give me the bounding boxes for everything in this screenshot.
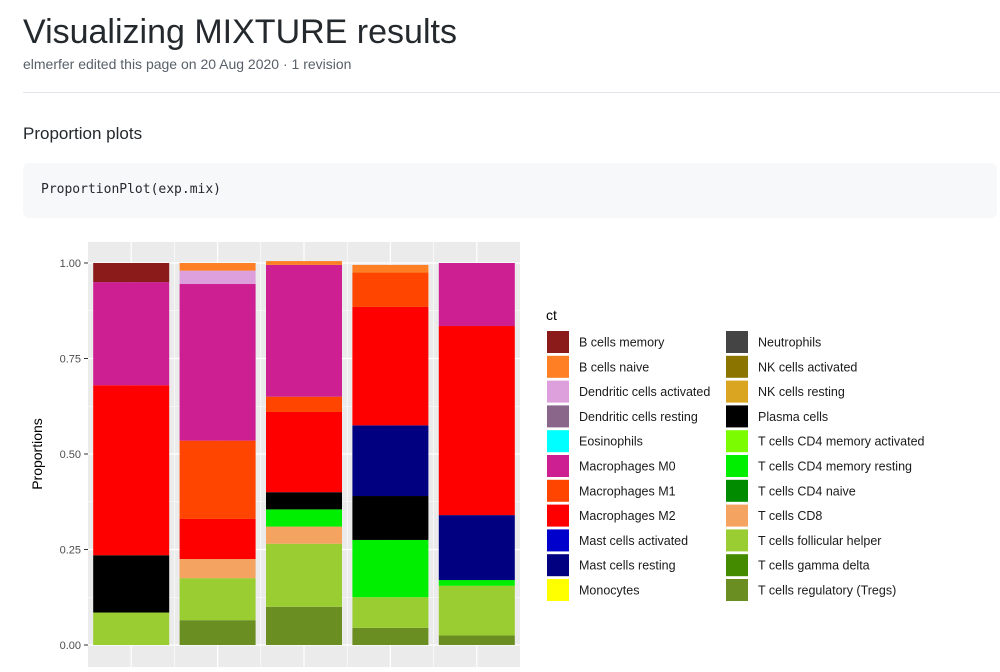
legend-label: B cells memory [579,336,665,350]
section-heading: Proportion plots [23,124,143,143]
legend-label: Neutrophils [758,336,821,350]
bar-segment [352,272,429,307]
proportion-plot-figure: 0.00 0.25 0.50 0.75 1.00 Proportions ct B cel… [0,225,1000,672]
bar-segment [266,543,342,607]
bar-segment [266,492,342,510]
code-block: ProportionPlot(exp.mix) [23,163,997,218]
legend-key [547,504,569,527]
bar-segment [266,509,342,527]
bar-segment [179,440,256,519]
legend-label: Mast cells resting [579,559,676,573]
y-axis: 0.00 0.25 0.50 0.75 1.00 [60,258,88,652]
y-axis-label: Proportions [29,418,45,490]
bar-segment [93,555,170,613]
bar-segment [438,580,515,586]
bar-segment [179,270,256,285]
legend: ct B cells memory B cells naive Dendritic c… [546,307,925,601]
legend-key [547,380,569,403]
legend-key [547,355,569,378]
legend-key [547,554,569,577]
proportion-plot: 0.00 0.25 0.50 0.75 1.00 Proportions ct B cel… [29,242,925,667]
y-tick-label: 0.75 [60,354,81,366]
legend-label: Dendritic cells activated [579,385,710,399]
bar-segment [179,518,256,560]
legend-key [547,455,569,477]
y-tick-label: 0.25 [60,545,81,557]
legend-key [547,430,569,453]
legend-label: NK cells activated [758,360,857,374]
bar-segment [352,539,429,598]
legend-label: T cells CD4 memory activated [758,435,925,449]
header-divider [23,92,1000,93]
legend-label: Mast cells activated [579,534,688,548]
bar-segment [352,306,429,426]
legend-key [547,529,569,552]
bar-segment [352,425,429,497]
bar-segment [266,606,342,645]
legend-key [726,380,748,403]
legend-key [547,579,569,601]
legend-label: T cells regulatory (Tregs) [758,584,896,598]
bar-segment [266,411,342,493]
legend-label: Monocytes [579,584,639,598]
legend-label: B cells naive [579,360,649,374]
legend-label: T cells follicular helper [758,534,881,548]
legend-key [726,455,748,477]
legend-title: ct [546,307,557,323]
page-title: Visualizing MIXTURE results [23,13,457,51]
y-tick-label: 0.00 [60,640,81,652]
bar-segment [179,284,256,441]
legend-label: NK cells resting [758,385,845,399]
legend-key [547,479,569,502]
bar-segment [179,620,256,645]
bar-segment [179,559,256,579]
page-meta: elmerfer edited this page on 20 Aug 2020… [23,56,352,72]
legend-label: T cells CD8 [758,509,822,523]
bar-segment [93,612,170,645]
bar-segment [438,263,515,327]
legend-key [726,529,748,552]
bar-segment [266,396,342,412]
code-text: ProportionPlot(exp.mix) [41,182,222,197]
legend-key [726,355,748,378]
legend-label: T cells gamma delta [758,559,870,573]
legend-key [726,331,748,353]
bar-segment [266,526,342,544]
legend-label: Macrophages M2 [579,509,676,523]
bar-segment [352,597,429,628]
legend-key [726,405,748,428]
legend-key [547,405,569,428]
legend-label: T cells CD4 naive [758,484,856,498]
legend-label: Eosinophils [579,435,643,449]
legend-label: T cells CD4 memory resting [758,460,912,474]
bar-segment [352,627,429,645]
bar-segment [438,585,515,636]
stacked-bars [93,261,515,645]
legend-key [726,504,748,527]
legend-label: Dendritic cells resting [579,410,698,424]
legend-key [547,331,569,353]
bar-segment [93,282,170,386]
bar-segment [266,261,342,265]
bar-segment [352,264,429,273]
bar-segment [438,515,515,581]
bar-segment [93,385,170,556]
y-tick-label: 0.50 [60,449,81,461]
bar-segment [93,263,170,283]
bar-segment [266,264,342,397]
legend-key [726,430,748,453]
bar-segment [438,635,515,645]
legend-key [726,479,748,502]
legend-label: Plasma cells [758,410,828,424]
bar-segment [352,496,429,540]
legend-label: Macrophages M0 [579,460,676,474]
legend-key [726,554,748,577]
bar-segment [179,263,256,271]
bar-segment [438,326,515,516]
y-tick-label: 1.00 [60,258,81,270]
bar-segment [179,578,256,621]
legend-key [726,579,748,601]
legend-label: Macrophages M1 [579,484,676,498]
